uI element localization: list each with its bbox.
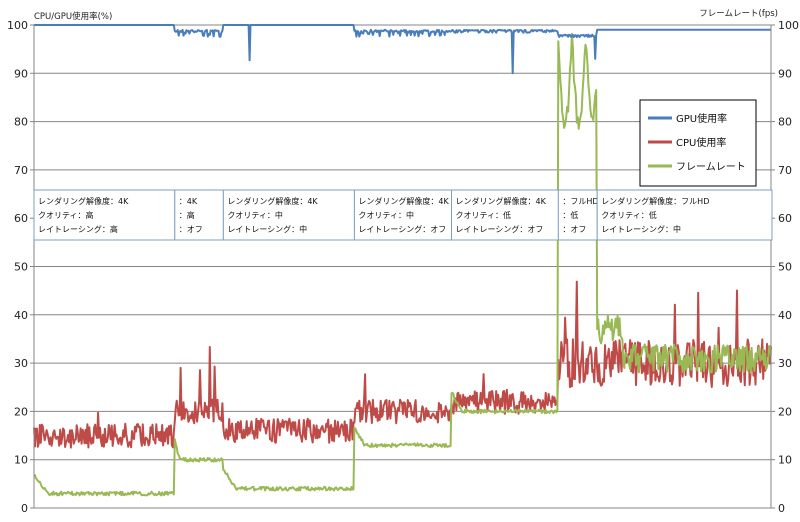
y2-tick-label: 100 bbox=[778, 19, 799, 32]
right-axis-title: フレームレート(fps) bbox=[699, 9, 778, 19]
y-tick-label: 40 bbox=[14, 309, 28, 322]
y-tick-label: 70 bbox=[14, 164, 28, 177]
series-lines bbox=[33, 24, 772, 497]
settings-line: レンダリング解像度：フルHD bbox=[601, 196, 709, 206]
settings-line: ：フルHD bbox=[562, 197, 598, 206]
y-tick-label: 100 bbox=[7, 19, 28, 32]
plot-axes bbox=[33, 25, 772, 509]
settings-line: ：4K bbox=[179, 197, 198, 206]
settings-annotations: レンダリング解像度：4Kクオリティ：高レイトレーシング：高：4K：高：オフレンダ… bbox=[33, 189, 773, 241]
y-tick-label: 30 bbox=[14, 357, 28, 370]
y-tick-label: 0 bbox=[21, 502, 28, 515]
settings-line: レイトレーシング：中 bbox=[227, 224, 307, 234]
settings-line: クオリティ：中 bbox=[358, 210, 414, 220]
y2-tick-label: 20 bbox=[778, 405, 792, 418]
settings-line: クオリティ：低 bbox=[456, 210, 512, 220]
y2-tick-label: 60 bbox=[778, 212, 792, 225]
right-axis-ticks: 0 10 20 30 40 50 60 70 80 90 100 bbox=[778, 19, 799, 515]
y-tick-label: 80 bbox=[14, 116, 28, 129]
y-tick-label: 60 bbox=[14, 212, 28, 225]
y2-tick-label: 0 bbox=[778, 502, 785, 515]
legend-label: GPU使用率 bbox=[676, 112, 727, 125]
settings-line: クオリティ：低 bbox=[601, 210, 657, 220]
series-line-gpu bbox=[34, 24, 771, 75]
settings-line: レイトレーシング：中 bbox=[601, 224, 681, 234]
settings-box: ：4K ：高 ：オフ bbox=[174, 189, 224, 241]
settings-line: レイトレーシング：オフ bbox=[358, 224, 446, 234]
y-tick-label: 90 bbox=[14, 67, 28, 80]
y2-tick-label: 50 bbox=[778, 261, 792, 274]
y2-tick-label: 30 bbox=[778, 357, 792, 370]
y2-tick-label: 10 bbox=[778, 454, 792, 467]
y2-tick-label: 90 bbox=[778, 67, 792, 80]
y-tick-label: 50 bbox=[14, 261, 28, 274]
y-tick-label: 20 bbox=[14, 405, 28, 418]
settings-line: クオリティ：中 bbox=[227, 210, 283, 220]
settings-line: レンダリング解像度：4K bbox=[358, 196, 449, 206]
settings-line: レンダリング解像度：4K bbox=[38, 196, 129, 206]
settings-line: クオリティ：高 bbox=[38, 210, 94, 220]
legend-label: フレームレート bbox=[676, 161, 746, 173]
settings-line: ：高 bbox=[179, 210, 195, 220]
legend-label: CPU使用率 bbox=[676, 136, 726, 149]
settings-line: ：オフ bbox=[179, 225, 203, 234]
series-line-fps bbox=[33, 32, 772, 497]
y2-tick-label: 80 bbox=[778, 116, 792, 129]
y-tick-label: 10 bbox=[14, 454, 28, 467]
settings-line: ：オフ bbox=[562, 225, 586, 234]
left-axis-ticks: 0 10 20 30 40 50 60 70 80 90 100 bbox=[7, 19, 28, 515]
left-axis-title: CPU/GPU使用率(%) bbox=[34, 11, 112, 22]
settings-line: レイトレーシング：高 bbox=[38, 224, 118, 234]
y2-tick-label: 70 bbox=[778, 164, 792, 177]
settings-line: ：低 bbox=[562, 210, 578, 220]
settings-box: ：フルHD ：低 ：オフ bbox=[557, 189, 599, 241]
settings-line: レイトレーシング：オフ bbox=[456, 224, 544, 234]
settings-line: レンダリング解像度：4K bbox=[227, 196, 318, 206]
y2-tick-label: 40 bbox=[778, 309, 792, 322]
settings-line: レンダリング解像度：4K bbox=[456, 196, 547, 206]
